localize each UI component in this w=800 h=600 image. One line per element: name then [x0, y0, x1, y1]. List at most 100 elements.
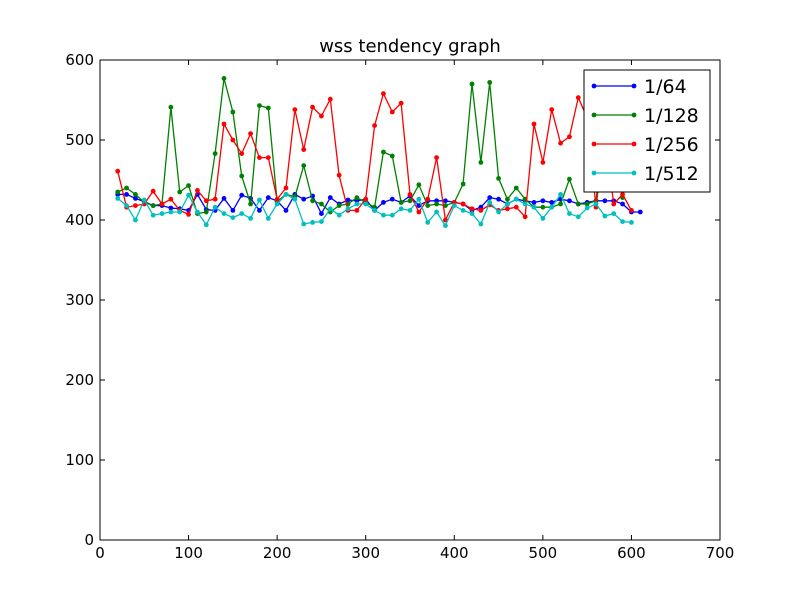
data-point — [513, 204, 519, 210]
x-tick-label: 600 — [617, 544, 646, 562]
data-point — [301, 163, 307, 169]
data-point — [407, 208, 413, 213]
legend-item: 1/128 — [591, 105, 699, 127]
data-point — [398, 200, 404, 205]
data-point — [257, 197, 262, 203]
data-point — [327, 96, 333, 102]
x-tick-label: 500 — [529, 544, 558, 562]
data-point — [239, 192, 245, 198]
data-point — [487, 195, 493, 201]
data-point — [327, 195, 333, 201]
data-point — [558, 140, 563, 146]
data-point — [389, 153, 395, 159]
data-point — [230, 109, 236, 115]
data-point — [115, 196, 121, 201]
data-point — [195, 209, 200, 215]
data-point — [221, 211, 227, 217]
data-point — [478, 221, 484, 227]
data-point — [575, 214, 581, 220]
data-point — [257, 103, 262, 108]
data-point — [558, 201, 563, 207]
data-point — [310, 220, 315, 225]
data-point — [443, 223, 448, 229]
data-point — [319, 219, 324, 225]
data-point — [283, 208, 289, 213]
x-tick-label: 300 — [351, 544, 380, 562]
data-point — [159, 201, 165, 207]
data-point — [584, 201, 590, 207]
legend-marker — [591, 112, 597, 118]
data-point — [487, 200, 493, 205]
legend-marker — [631, 112, 637, 118]
data-point — [425, 220, 431, 225]
data-point — [265, 216, 271, 221]
data-point — [460, 201, 466, 207]
data-point — [522, 214, 528, 220]
data-point — [203, 209, 209, 215]
data-point — [575, 201, 581, 207]
data-point — [265, 195, 271, 201]
data-point — [540, 160, 546, 165]
data-point — [301, 147, 307, 153]
data-point — [611, 211, 617, 217]
data-point — [274, 201, 280, 207]
legend-marker — [631, 141, 637, 147]
data-point — [602, 198, 608, 204]
data-point — [460, 208, 466, 213]
data-point — [558, 192, 563, 197]
data-point — [336, 203, 342, 209]
data-point — [381, 200, 386, 205]
data-point — [505, 196, 510, 202]
data-point — [372, 123, 377, 128]
y-tick-label: 200 — [65, 371, 94, 389]
data-point — [629, 220, 634, 225]
data-point — [513, 196, 519, 202]
legend: 1/64 1/128 1/256 1/512 — [583, 69, 711, 193]
legend-marker — [631, 83, 637, 89]
data-point — [230, 215, 236, 221]
axis-ticks: 0 100 200 300 400 500 600 700 0 100 200 300 400 500 60… — [65, 51, 734, 562]
data-point — [221, 196, 227, 201]
data-point — [496, 209, 501, 215]
data-point — [168, 104, 174, 110]
data-point — [549, 200, 555, 205]
data-point — [416, 196, 422, 202]
data-point — [292, 107, 298, 112]
data-point — [212, 204, 218, 210]
data-point — [629, 208, 634, 213]
data-point — [434, 201, 439, 207]
data-point — [239, 211, 245, 217]
data-point — [567, 198, 572, 204]
legend-label: 1/256 — [644, 134, 699, 156]
y-tick-label: 300 — [65, 291, 94, 309]
data-point — [416, 182, 422, 188]
data-point — [381, 149, 386, 155]
data-point — [496, 176, 501, 181]
data-point — [150, 203, 156, 209]
data-point — [584, 205, 590, 211]
data-point — [398, 206, 404, 212]
data-point — [363, 201, 369, 207]
data-point — [230, 208, 236, 213]
series-line — [117, 78, 624, 215]
data-point — [620, 201, 625, 207]
data-point — [469, 81, 475, 87]
legend-box — [583, 69, 711, 193]
data-point — [522, 201, 528, 207]
data-point — [505, 206, 510, 212]
data-point — [124, 203, 129, 209]
series-1-256 — [115, 91, 634, 223]
series-1-512 — [115, 192, 634, 229]
data-point — [575, 95, 581, 100]
data-point — [620, 219, 625, 225]
data-point — [115, 168, 121, 174]
data-point — [248, 201, 253, 207]
data-point — [434, 209, 439, 215]
x-tick-label: 200 — [263, 544, 292, 562]
data-point — [354, 208, 360, 213]
data-point — [443, 198, 448, 204]
data-point — [443, 217, 448, 223]
data-point — [124, 192, 129, 197]
data-point — [115, 189, 121, 195]
data-point — [451, 203, 457, 209]
